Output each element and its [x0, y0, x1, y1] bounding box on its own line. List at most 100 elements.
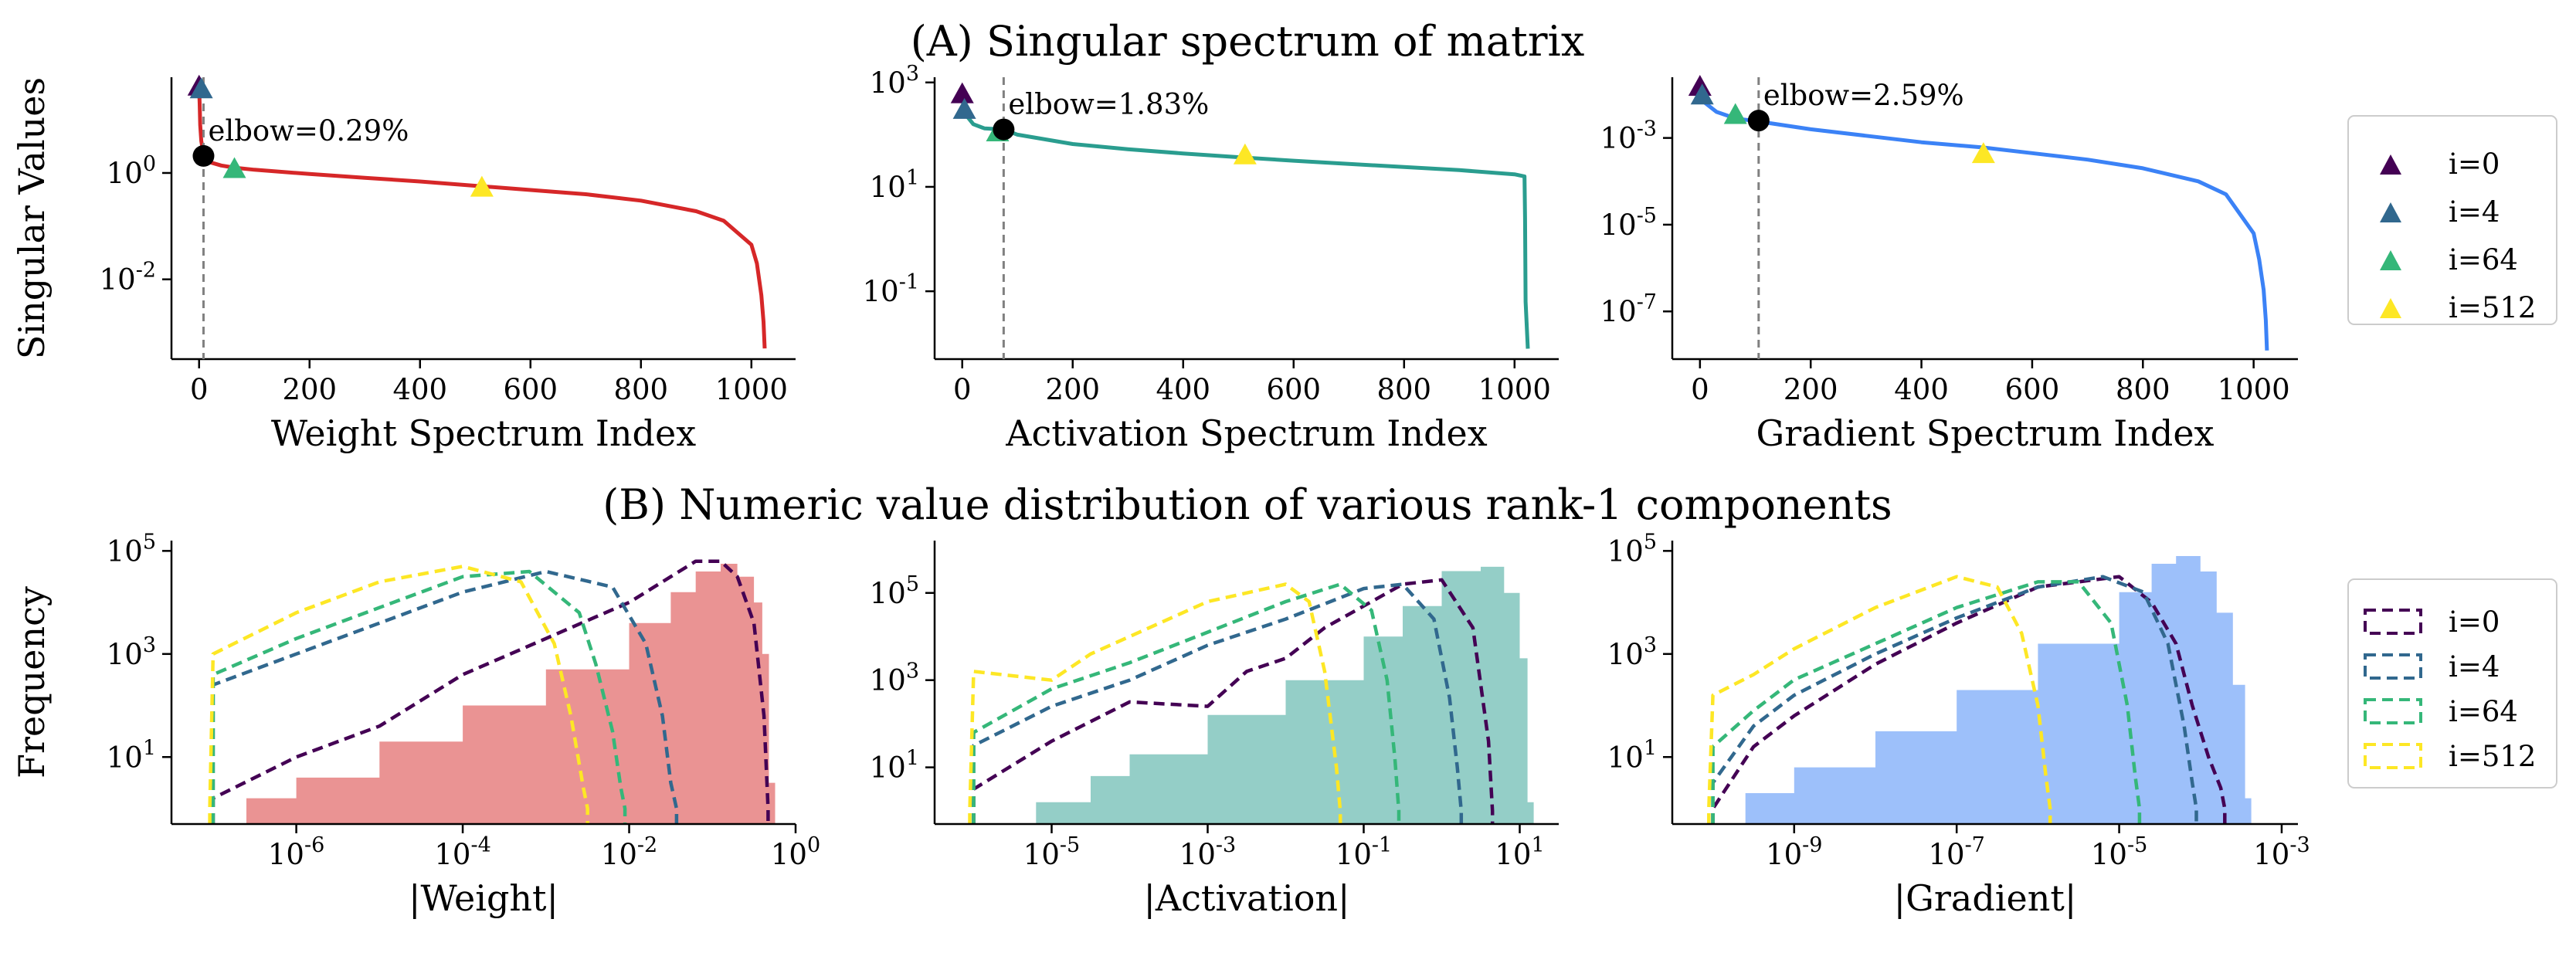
y-tick-label: 101: [870, 747, 919, 785]
x-axis-label: |Gradient|: [1894, 877, 2077, 919]
x-tick-label: 0: [190, 373, 209, 406]
outline-i-0: [211, 559, 770, 824]
legend-histogram-label-i64: i=64: [2449, 695, 2518, 728]
marker-i-4: [189, 77, 213, 99]
x-tick-label: 200: [1045, 373, 1100, 406]
x-tick-label: 100: [771, 833, 820, 871]
x-tick-label: 10-6: [268, 833, 324, 871]
weight-spectrum-panel: 0 200 400 600 800 1000 100 10-2 Weight Spectrum …: [11, 74, 796, 454]
y-tick-label: 105: [1607, 530, 1657, 568]
x-axis-label: Activation Spectrum Index: [1005, 412, 1487, 454]
y-tick-label: 103: [107, 633, 156, 671]
elbow-annotation: elbow=1.83%: [1008, 88, 1209, 121]
elbow-point: [1747, 110, 1770, 132]
x-tick-label: 0: [953, 373, 972, 406]
y-tick-label: 101: [107, 736, 156, 774]
filled-histogram: [1745, 556, 2252, 824]
y-axis-label: Singular Values: [11, 77, 53, 359]
gradient-histogram-panel: 10-9 10-7 10-5 10-3 105 103 101 |Gradient|: [1607, 530, 2310, 919]
x-tick-label: 10-5: [2091, 833, 2147, 871]
activation-spectrum-panel: 0 200 400 600 800 1000 103 101 10-1 Activation Sp…: [863, 62, 1559, 454]
marker-i-64: [1723, 103, 1747, 124]
x-tick-label: 200: [1784, 373, 1838, 406]
activation-histogram-panel: 10-5 10-3 10-1 101 105 103 101 |Activation|: [870, 541, 1559, 919]
elbow-point: [993, 118, 1015, 141]
x-axis-label: |Weight|: [409, 877, 558, 919]
x-tick-label: 800: [613, 373, 668, 406]
y-tick-label: 103: [1607, 633, 1657, 671]
marker-i-64: [222, 157, 246, 178]
y-tick-label: 100: [107, 152, 156, 190]
spectrum-line: [1698, 87, 2269, 351]
legend-histogram-label-i4: i=4: [2449, 650, 2500, 683]
gradient-spectrum-panel: 0 200 400 600 800 1000 10-3 10-5 10-7 Gradient Sp…: [1600, 75, 2298, 454]
x-tick-label: 600: [503, 373, 558, 406]
x-tick-label: 10-2: [601, 833, 657, 871]
y-tick-label: 10-2: [100, 259, 156, 297]
outline-i-512: [1707, 575, 2052, 824]
filled-histogram: [246, 564, 776, 824]
marker-i-4: [1690, 83, 1714, 105]
outline-i-4: [211, 569, 679, 824]
x-tick-label: 600: [1266, 373, 1321, 406]
marker-i-512: [1233, 143, 1257, 164]
y-tick-label: 103: [870, 62, 919, 100]
marker-i-512: [470, 175, 494, 197]
y-tick-label: 101: [870, 166, 919, 204]
x-tick-label: 0: [1691, 373, 1709, 406]
y-tick-label: 10-7: [1600, 290, 1657, 328]
x-axis-label: Gradient Spectrum Index: [1756, 412, 2215, 454]
outline-i-64: [211, 569, 627, 824]
y-tick-label: 103: [870, 660, 919, 697]
x-tick-label: 10-1: [1336, 833, 1392, 871]
y-tick-label: 105: [870, 572, 919, 610]
legend-marker-i4: [2380, 202, 2401, 222]
y-tick-label: 10-5: [1600, 204, 1657, 242]
legend-patch-i4: [2364, 653, 2422, 680]
legend-marker-i0: [2380, 154, 2401, 175]
x-tick-label: 400: [1894, 373, 1949, 406]
legend-spectrum-label-i4: i=4: [2449, 195, 2500, 229]
marker-i-512: [1971, 142, 1995, 164]
legend-patch-i0: [2364, 609, 2422, 635]
outline-i-64: [972, 582, 1401, 824]
x-tick-label: 600: [2005, 373, 2060, 406]
y-tick-label: 10-1: [863, 270, 919, 308]
legend-spectrum: i=0 i=4 i=64 i=512: [2347, 115, 2557, 325]
title-distribution: (B) Numeric value distribution of variou…: [602, 480, 1892, 529]
x-tick-label: 10-3: [1179, 833, 1236, 871]
x-axis-label: Weight Spectrum Index: [271, 412, 696, 454]
legend-spectrum-label-i512: i=512: [2449, 291, 2536, 324]
spectrum-line: [960, 97, 1530, 349]
marker-i-4: [952, 97, 976, 119]
outline-i-512: [208, 565, 589, 824]
legend-marker-i64: [2380, 250, 2401, 270]
x-tick-label: 1000: [715, 373, 788, 406]
x-tick-label: 400: [1156, 373, 1210, 406]
x-tick-label: 101: [1495, 833, 1544, 871]
legend-histogram-frame: [2347, 578, 2557, 789]
elbow-annotation: elbow=2.59%: [1763, 79, 1964, 112]
legend-histogram-label-i0: i=0: [2449, 605, 2500, 639]
x-tick-label: 10-4: [434, 833, 490, 871]
filled-histogram: [1036, 566, 1534, 824]
legend-histogram: i=0 i=4 i=64 i=512: [2347, 578, 2557, 789]
title-spectrum: (A) Singular spectrum of matrix: [911, 17, 1585, 66]
elbow-point: [192, 144, 215, 167]
elbow-annotation: elbow=0.29%: [208, 114, 409, 148]
x-axis-label: |Activation|: [1143, 877, 1349, 919]
y-tick-label: 10-3: [1600, 117, 1657, 155]
outline-i-0: [972, 578, 1495, 824]
outline-i-0: [1711, 575, 2227, 824]
outline-i-4: [972, 582, 1464, 824]
x-tick-label: 1000: [2218, 373, 2290, 406]
x-tick-label: 200: [282, 373, 337, 406]
x-tick-label: 800: [1376, 373, 1431, 406]
legend-spectrum-label-i0: i=0: [2449, 148, 2500, 181]
x-tick-label: 800: [2116, 373, 2170, 406]
x-tick-label: 1000: [1478, 373, 1551, 406]
legend-patch-i512: [2364, 743, 2422, 769]
legend-spectrum-label-i64: i=64: [2449, 243, 2518, 276]
outline-i-64: [1711, 580, 2142, 824]
